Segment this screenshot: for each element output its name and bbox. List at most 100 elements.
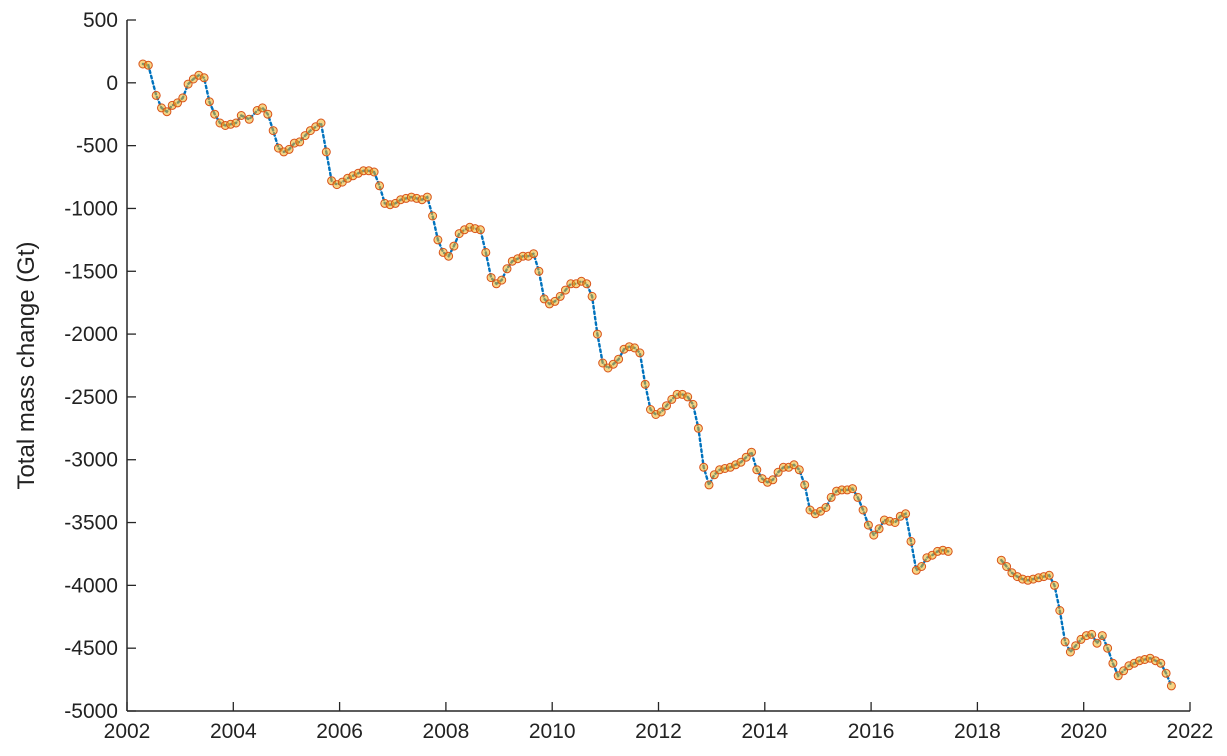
data-point bbox=[210, 109, 220, 119]
x-tick-label: 2016 bbox=[848, 720, 895, 743]
data-point bbox=[1055, 606, 1065, 615]
data-point bbox=[587, 291, 597, 301]
axes bbox=[126, 20, 1190, 712]
data-point bbox=[497, 275, 507, 285]
y-tick-label: -1500 bbox=[64, 260, 118, 283]
data-point bbox=[996, 555, 1006, 565]
y-tick-label: -4500 bbox=[64, 637, 118, 660]
data-point bbox=[422, 192, 432, 202]
data-point bbox=[1113, 671, 1123, 681]
data-point bbox=[943, 546, 953, 556]
data-point bbox=[1166, 681, 1176, 691]
data-point bbox=[662, 401, 671, 411]
y-tick-label: -4000 bbox=[64, 574, 118, 597]
data-point bbox=[656, 407, 666, 417]
y-tick-label: -3000 bbox=[64, 449, 118, 472]
data-point bbox=[858, 505, 868, 515]
data-point bbox=[178, 93, 188, 103]
data-point bbox=[555, 291, 565, 301]
x-tick-label: 2004 bbox=[210, 720, 257, 743]
data-point bbox=[151, 90, 161, 100]
data-point bbox=[874, 524, 884, 534]
y-tick-label: -500 bbox=[76, 135, 118, 158]
y-ticks: 500 0 -500 -1000 -1500 -2000 -2500 -3000 -3500 -4… bbox=[64, 9, 136, 723]
y-tick-label: -3500 bbox=[64, 512, 118, 535]
data-point bbox=[901, 509, 911, 519]
data-point bbox=[183, 79, 193, 89]
data-point bbox=[1161, 668, 1171, 678]
x-tick-label: 2020 bbox=[1060, 720, 1107, 743]
data-point bbox=[768, 475, 778, 485]
data-point bbox=[869, 530, 879, 540]
data-point bbox=[582, 279, 592, 289]
data-point bbox=[826, 492, 836, 502]
data-point bbox=[204, 97, 214, 107]
series-lines bbox=[141, 62, 1173, 688]
data-point bbox=[268, 126, 278, 136]
data-point bbox=[433, 235, 443, 245]
y-tick-label: -1000 bbox=[64, 197, 118, 220]
data-point bbox=[1071, 641, 1081, 651]
x-tick-label: 2018 bbox=[954, 720, 1001, 743]
data-point bbox=[1050, 580, 1059, 590]
data-point bbox=[1156, 658, 1166, 668]
data-point bbox=[534, 266, 544, 276]
data-point bbox=[853, 492, 863, 502]
data-point bbox=[199, 73, 209, 83]
x-tick-label: 2006 bbox=[316, 720, 363, 743]
data-point bbox=[1087, 629, 1097, 639]
x-tick-label: 2022 bbox=[1167, 720, 1214, 743]
x-tick-label: 2008 bbox=[423, 720, 470, 743]
data-point bbox=[231, 118, 241, 128]
data-point bbox=[143, 60, 153, 70]
data-point bbox=[1103, 643, 1113, 653]
x-tick-label: 2012 bbox=[635, 720, 682, 743]
x-tick-label: 2002 bbox=[104, 720, 151, 743]
data-point bbox=[375, 181, 384, 191]
data-point bbox=[1044, 570, 1054, 580]
x-tick-label: 2014 bbox=[741, 720, 788, 743]
x-ticks: 2002 2004 2006 2008 2010 2012 2014 2016 2018 2020… bbox=[104, 702, 1214, 743]
y-tick-label: -2500 bbox=[64, 386, 118, 409]
data-point bbox=[284, 144, 294, 154]
data-point bbox=[1002, 562, 1012, 571]
data-point bbox=[917, 562, 927, 571]
data-point bbox=[1097, 631, 1107, 641]
series-points bbox=[138, 59, 1176, 691]
data-point bbox=[640, 379, 650, 389]
data-point bbox=[592, 329, 602, 339]
y-tick-label: 500 bbox=[83, 9, 118, 32]
data-point bbox=[635, 348, 645, 358]
data-point bbox=[848, 484, 857, 494]
data-point bbox=[704, 480, 714, 490]
data-point bbox=[794, 465, 804, 475]
data-point bbox=[821, 503, 831, 512]
data-point bbox=[693, 423, 703, 433]
data-point bbox=[486, 273, 496, 283]
data-point bbox=[236, 111, 246, 120]
data-point bbox=[162, 107, 172, 117]
data-point bbox=[449, 241, 459, 251]
data-point bbox=[428, 211, 438, 221]
data-point bbox=[258, 103, 267, 113]
data-point bbox=[1060, 637, 1070, 647]
data-point bbox=[863, 520, 873, 530]
y-tick-label: -2000 bbox=[64, 323, 118, 346]
data-point bbox=[529, 249, 539, 259]
data-point bbox=[1108, 658, 1118, 668]
data-point bbox=[1092, 638, 1102, 648]
data-point bbox=[263, 109, 273, 119]
data-point bbox=[747, 447, 756, 457]
data-point bbox=[321, 147, 331, 157]
data-point bbox=[752, 465, 762, 475]
data-point bbox=[502, 264, 512, 274]
data-point bbox=[295, 137, 305, 147]
data-point bbox=[475, 225, 485, 235]
data-point bbox=[614, 354, 624, 364]
y-tick-label: 0 bbox=[106, 72, 118, 95]
x-tick-label: 2010 bbox=[529, 720, 576, 743]
y-axis-title: Total mass change (Gt) bbox=[13, 241, 40, 489]
data-point bbox=[699, 462, 709, 472]
